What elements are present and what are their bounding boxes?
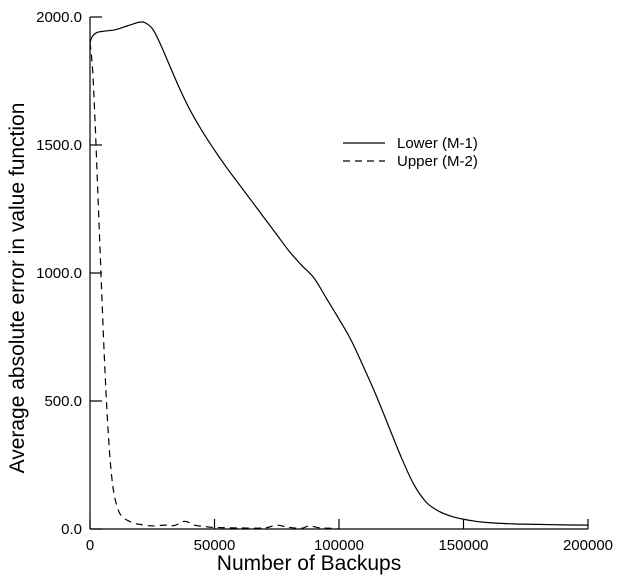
x-tick-label: 100000 <box>314 537 364 554</box>
y-ticks: 0.0 500.0 1000.0 1500.0 2000.0 <box>36 9 102 538</box>
series-line-upper <box>89 42 340 530</box>
x-ticks: 0 50000 100000 150000 200000 <box>86 519 613 554</box>
legend-label-upper: Upper (M-2) <box>397 153 478 170</box>
y-axis-title: Average absolute error in value function <box>6 103 29 474</box>
x-tick-label: 150000 <box>438 537 488 554</box>
y-tick-label: 1500.0 <box>36 137 82 154</box>
y-tick-label: 500.0 <box>44 393 82 410</box>
series-line-lower <box>89 21 589 526</box>
x-tick-label: 200000 <box>563 537 613 554</box>
y-tick-label: 2000.0 <box>36 9 82 26</box>
x-tick-label: 0 <box>86 537 94 554</box>
y-tick-label: 0.0 <box>61 521 82 538</box>
series-layer <box>89 21 589 530</box>
x-tick-label: 50000 <box>194 537 236 554</box>
legend-label-lower: Lower (M-1) <box>397 135 478 152</box>
y-tick-label: 1000.0 <box>36 265 82 282</box>
x-axis-title: Number of Backups <box>217 552 401 575</box>
legend: Lower (M-1) Upper (M-2) <box>343 135 478 170</box>
